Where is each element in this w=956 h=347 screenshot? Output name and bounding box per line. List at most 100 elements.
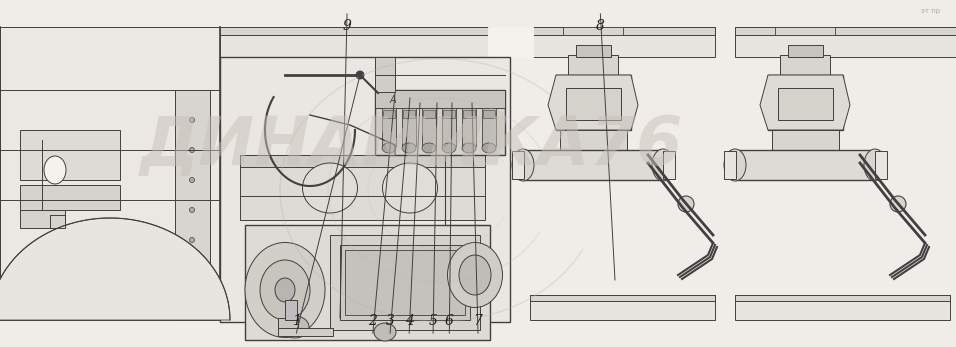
Bar: [220, 57, 510, 322]
Text: 3: 3: [385, 314, 395, 328]
Ellipse shape: [245, 243, 325, 338]
Bar: [735, 27, 956, 35]
Bar: [778, 88, 833, 120]
Bar: [482, 108, 496, 146]
Bar: [220, 295, 490, 320]
Bar: [556, 75, 631, 130]
Ellipse shape: [281, 316, 309, 338]
Bar: [340, 245, 470, 320]
Bar: [20, 185, 120, 210]
Bar: [0, 27, 490, 35]
Ellipse shape: [275, 278, 295, 302]
Text: 9: 9: [342, 19, 352, 33]
Bar: [576, 45, 611, 57]
Bar: [20, 130, 120, 180]
Ellipse shape: [462, 143, 476, 153]
Ellipse shape: [356, 71, 364, 79]
Ellipse shape: [678, 196, 694, 212]
Bar: [530, 27, 715, 57]
Ellipse shape: [864, 149, 886, 181]
Bar: [402, 108, 416, 146]
Polygon shape: [0, 218, 230, 320]
Ellipse shape: [442, 143, 456, 153]
Bar: [530, 295, 715, 301]
Ellipse shape: [382, 163, 438, 213]
Bar: [383, 110, 395, 118]
Bar: [523, 150, 663, 180]
Bar: [175, 90, 210, 320]
Bar: [240, 155, 485, 167]
Ellipse shape: [382, 143, 396, 153]
Bar: [0, 27, 220, 320]
Ellipse shape: [402, 143, 416, 153]
Bar: [735, 295, 950, 320]
Ellipse shape: [459, 255, 491, 295]
Bar: [220, 295, 490, 301]
Bar: [375, 90, 505, 155]
Bar: [563, 27, 623, 35]
Bar: [278, 318, 298, 328]
Bar: [483, 110, 495, 118]
Ellipse shape: [422, 143, 436, 153]
Ellipse shape: [374, 323, 396, 341]
Bar: [403, 110, 415, 118]
Text: A: A: [390, 95, 397, 105]
Bar: [780, 55, 830, 75]
Text: 1: 1: [292, 314, 301, 328]
Bar: [724, 151, 736, 179]
Ellipse shape: [44, 156, 66, 184]
Bar: [488, 27, 533, 57]
Ellipse shape: [189, 208, 194, 212]
Bar: [512, 151, 524, 179]
Ellipse shape: [260, 260, 310, 320]
Bar: [568, 55, 618, 75]
Text: ДИНАМИКА76: ДИНАМИКА76: [140, 113, 683, 179]
Text: 6: 6: [445, 314, 454, 328]
Bar: [775, 27, 835, 35]
Bar: [345, 250, 465, 315]
Bar: [735, 150, 875, 180]
Ellipse shape: [302, 163, 358, 213]
Polygon shape: [760, 75, 850, 130]
Bar: [423, 110, 435, 118]
Bar: [788, 45, 823, 57]
Text: 4: 4: [404, 314, 414, 328]
Ellipse shape: [189, 118, 194, 122]
Bar: [443, 110, 455, 118]
Bar: [560, 130, 627, 150]
Ellipse shape: [482, 143, 496, 153]
Ellipse shape: [724, 149, 746, 181]
Ellipse shape: [189, 268, 194, 272]
Bar: [20, 210, 65, 228]
Text: 5: 5: [428, 314, 438, 328]
Bar: [566, 88, 621, 120]
Bar: [422, 108, 436, 146]
Bar: [278, 328, 333, 336]
Ellipse shape: [189, 237, 194, 243]
Bar: [463, 110, 475, 118]
Bar: [442, 108, 456, 146]
Bar: [375, 90, 505, 108]
Text: 7: 7: [473, 314, 483, 328]
Bar: [462, 108, 476, 146]
Bar: [735, 295, 950, 301]
Text: 8: 8: [596, 19, 605, 33]
Bar: [0, 27, 490, 57]
Bar: [530, 295, 715, 320]
Bar: [382, 108, 396, 146]
Text: 2: 2: [368, 314, 378, 328]
Ellipse shape: [189, 147, 194, 152]
Bar: [772, 130, 839, 150]
Bar: [663, 151, 675, 179]
Text: эт пр: эт пр: [921, 8, 940, 14]
Bar: [875, 151, 887, 179]
Bar: [285, 300, 297, 320]
Ellipse shape: [512, 149, 534, 181]
Ellipse shape: [189, 178, 194, 183]
Polygon shape: [548, 75, 638, 130]
Bar: [768, 75, 843, 130]
Ellipse shape: [652, 149, 674, 181]
Ellipse shape: [890, 196, 906, 212]
Bar: [375, 57, 395, 92]
Ellipse shape: [447, 243, 503, 307]
